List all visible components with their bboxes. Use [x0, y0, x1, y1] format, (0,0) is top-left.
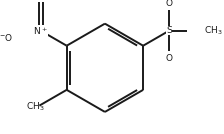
Text: S: S — [166, 26, 172, 35]
Text: $^{-}$O: $^{-}$O — [0, 31, 13, 43]
Text: CH$_3$: CH$_3$ — [204, 25, 222, 37]
Text: O: O — [166, 0, 172, 8]
Text: N$^+$: N$^+$ — [33, 25, 48, 37]
Text: O: O — [166, 54, 172, 63]
Text: CH$_3$: CH$_3$ — [26, 101, 45, 113]
